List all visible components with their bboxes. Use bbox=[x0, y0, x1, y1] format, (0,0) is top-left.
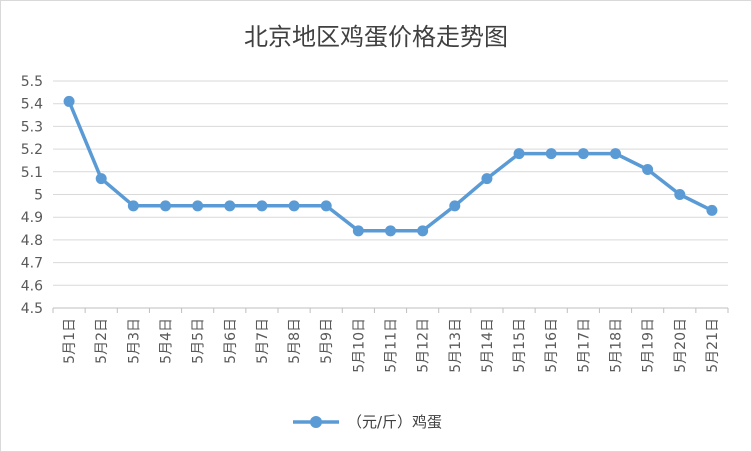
x-tick-label: 5月6日 bbox=[223, 318, 239, 364]
y-tick-label: 5.1 bbox=[21, 165, 43, 181]
y-tick-label: 5.5 bbox=[21, 74, 43, 90]
x-tick-label: 5月3日 bbox=[126, 318, 142, 364]
x-tick-label: 5月4日 bbox=[159, 318, 175, 364]
y-tick-label: 4.8 bbox=[21, 233, 43, 249]
data-point bbox=[127, 200, 139, 212]
x-tick-label: 5月11日 bbox=[384, 318, 400, 373]
data-point bbox=[160, 200, 171, 212]
data-point bbox=[513, 148, 525, 160]
data-point bbox=[481, 173, 493, 185]
y-axis-ticks: 4.5 4.6 4.7 4.8 4.9 5 5.1 5.2 5.3 5.4 5.5 bbox=[21, 74, 43, 317]
data-point bbox=[674, 189, 686, 200]
data-point bbox=[642, 164, 654, 176]
x-tick-label: 5月20日 bbox=[673, 318, 689, 373]
data-point bbox=[256, 200, 268, 212]
data-point bbox=[577, 148, 589, 160]
x-tick-label: 5月15日 bbox=[512, 318, 528, 373]
y-tick-label: 5.3 bbox=[21, 119, 43, 135]
legend-marker-swatch bbox=[310, 416, 322, 428]
x-tick-label: 5月14日 bbox=[480, 318, 496, 373]
legend: （元/斤）鸡蛋 bbox=[293, 413, 442, 431]
y-tick-label: 5.2 bbox=[21, 142, 43, 158]
data-point bbox=[352, 225, 364, 237]
data-point bbox=[417, 225, 429, 237]
data-point bbox=[320, 200, 332, 212]
x-tick-label: 5月1日 bbox=[62, 318, 78, 364]
data-point bbox=[610, 148, 621, 160]
x-tick-label: 5月19日 bbox=[641, 318, 657, 373]
x-tick-label: 5月18日 bbox=[609, 318, 625, 373]
x-tick-label: 5月5日 bbox=[191, 318, 207, 364]
y-tick-label: 4.5 bbox=[21, 301, 43, 317]
x-tick-label: 5月12日 bbox=[416, 318, 432, 373]
data-point bbox=[449, 200, 461, 212]
x-tick-label: 5月21日 bbox=[705, 318, 721, 373]
y-tick-label: 5 bbox=[34, 188, 43, 204]
data-point bbox=[385, 225, 396, 237]
x-tick-label: 5月13日 bbox=[448, 318, 464, 373]
data-point bbox=[288, 200, 300, 212]
data-point bbox=[545, 148, 557, 160]
x-tick-label: 5月2日 bbox=[94, 318, 110, 364]
y-tick-label: 5.4 bbox=[21, 97, 43, 113]
data-point bbox=[63, 95, 75, 107]
x-tick-label: 5月9日 bbox=[319, 318, 335, 364]
data-point bbox=[192, 200, 204, 212]
x-tick-label: 5月17日 bbox=[576, 318, 592, 373]
y-tick-label: 4.7 bbox=[21, 256, 43, 272]
data-point bbox=[706, 204, 718, 216]
x-axis-ticks: 5月1日 5月2日 5月3日 5月4日 5月5日 5月6日 5月7日 5月8日 5月9日 5月10… bbox=[52, 308, 729, 373]
series-layer bbox=[63, 95, 718, 237]
data-point bbox=[95, 173, 107, 185]
gridlines bbox=[53, 80, 728, 309]
y-tick-label: 4.6 bbox=[21, 278, 43, 294]
data-point bbox=[224, 200, 236, 212]
chart-title: 北京地区鸡蛋价格走势图 bbox=[244, 23, 508, 51]
y-tick-label: 4.9 bbox=[21, 210, 43, 226]
x-tick-label: 5月7日 bbox=[255, 318, 271, 364]
x-tick-label: 5月16日 bbox=[544, 318, 560, 373]
x-tick-label: 5月10日 bbox=[351, 318, 367, 373]
series-line bbox=[67, 100, 713, 233]
x-tick-label: 5月8日 bbox=[287, 318, 303, 364]
legend-label: （元/斤）鸡蛋 bbox=[347, 413, 442, 431]
